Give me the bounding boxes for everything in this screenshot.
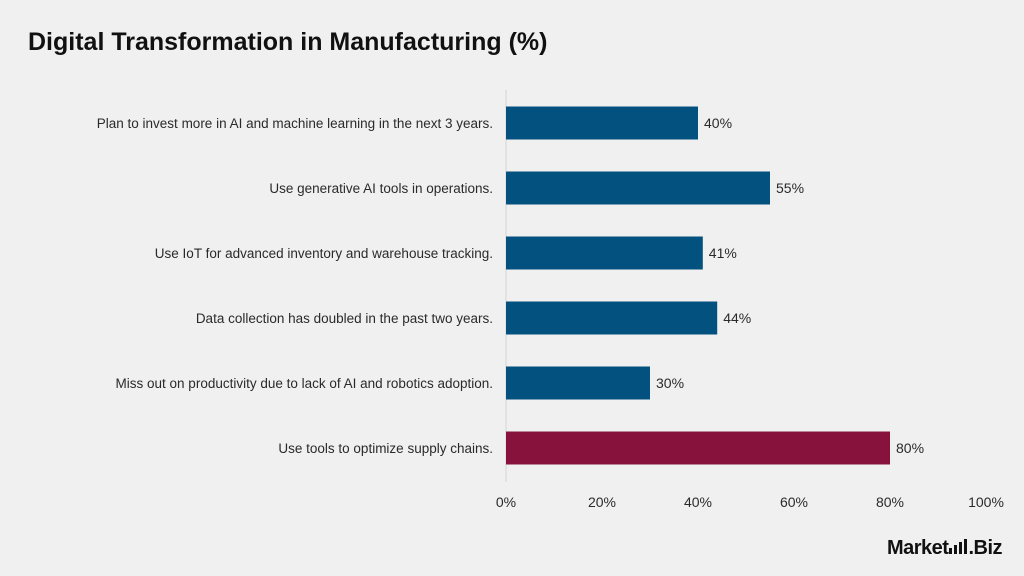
x-tick-label: 0% <box>496 494 516 510</box>
logo-text-market: Market <box>886 537 949 559</box>
bar <box>506 366 650 400</box>
bar-value-label: 80% <box>896 440 924 456</box>
category-label: Data collection has doubled in the past … <box>196 311 493 326</box>
x-tick-label: 20% <box>588 494 616 510</box>
x-tick-label: 60% <box>780 494 808 510</box>
bar-value-label: 44% <box>723 310 751 326</box>
bar-value-label: 55% <box>776 180 804 196</box>
category-label: Use IoT for advanced inventory and wareh… <box>155 246 493 261</box>
logo-bars-icon <box>949 539 968 554</box>
bar <box>506 301 718 335</box>
category-label: Use generative AI tools in operations. <box>269 181 493 196</box>
category-label: Miss out on productivity due to lack of … <box>116 376 493 391</box>
x-tick-label: 100% <box>968 494 1004 510</box>
bar <box>506 171 770 205</box>
category-label: Plan to invest more in AI and machine le… <box>97 116 493 131</box>
x-tick-label: 80% <box>876 494 904 510</box>
bar-value-label: 30% <box>656 375 684 391</box>
chart-title: Digital Transformation in Manufacturing … <box>28 28 548 56</box>
marketbiz-logo: Market .Biz <box>886 537 1003 560</box>
bar <box>506 236 703 270</box>
bar <box>506 106 698 140</box>
bar-value-label: 41% <box>709 245 737 261</box>
logo-text-biz: .Biz <box>968 537 1002 559</box>
category-label: Use tools to optimize supply chains. <box>278 441 493 456</box>
x-tick-label: 40% <box>684 494 712 510</box>
bar-value-label: 40% <box>704 115 732 131</box>
bar <box>506 431 890 465</box>
